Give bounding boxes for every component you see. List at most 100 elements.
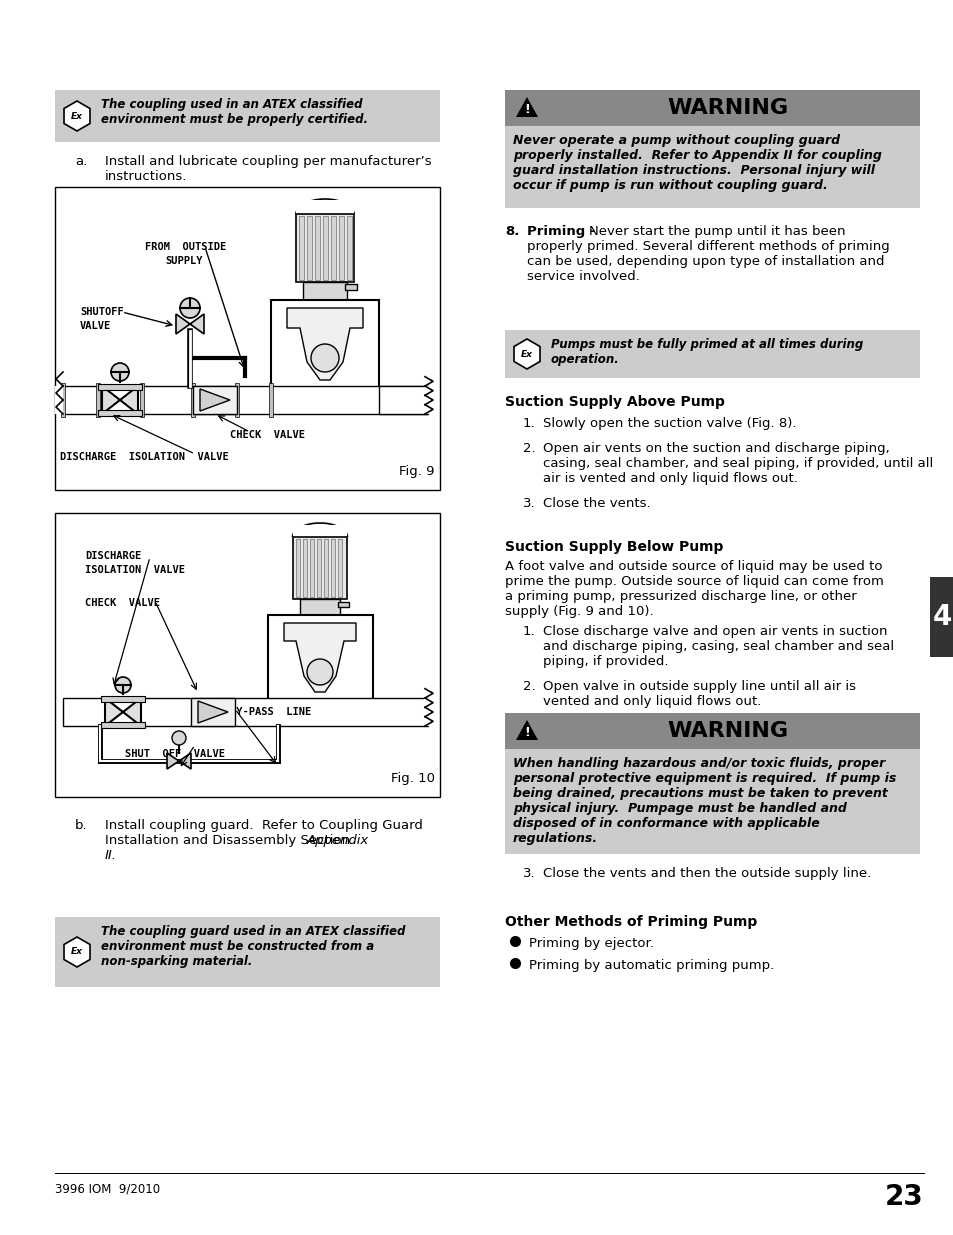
Bar [96,383,100,417]
Bar [234,383,239,417]
FancyBboxPatch shape [303,282,347,300]
Text: 4: 4 [931,603,951,631]
Text: regulations.: regulations. [513,832,598,845]
Bar [331,216,335,280]
Text: disposed of in conformance with applicable: disposed of in conformance with applicab… [513,818,819,830]
Circle shape [172,731,186,745]
Bar [101,722,145,727]
Bar [307,216,312,280]
Text: CHECK  VALVE: CHECK VALVE [230,430,305,440]
Bar [140,383,144,417]
Text: 2.: 2. [522,680,535,693]
FancyBboxPatch shape [504,748,919,853]
Bar [310,538,314,597]
Polygon shape [167,753,191,769]
Text: CHECK  VALVE: CHECK VALVE [85,598,160,608]
FancyBboxPatch shape [504,330,919,378]
Text: WARNING: WARNING [666,98,787,119]
Circle shape [111,363,129,382]
Polygon shape [200,389,230,411]
Bar [269,383,273,417]
FancyBboxPatch shape [191,698,234,726]
Circle shape [311,345,338,372]
Text: Pumps must be fully primed at all times during: Pumps must be fully primed at all times … [551,338,862,351]
Text: non-sparking material.: non-sparking material. [101,955,253,968]
FancyBboxPatch shape [55,918,439,987]
Text: Suction Supply Above Pump: Suction Supply Above Pump [504,395,724,409]
Text: Close discharge valve and open air vents in suction: Close discharge valve and open air vents… [542,625,886,638]
Text: Close the vents.: Close the vents. [542,496,650,510]
Text: piping, if provided.: piping, if provided. [542,655,668,668]
Text: The coupling guard used in an ATEX classified: The coupling guard used in an ATEX class… [101,925,405,939]
Polygon shape [516,98,537,117]
Text: Suction Supply Below Pump: Suction Supply Below Pump [504,540,722,555]
Polygon shape [64,101,90,131]
FancyBboxPatch shape [295,214,354,282]
Polygon shape [514,338,539,369]
Bar [423,698,434,726]
Bar [337,538,341,597]
Text: a priming pump, pressurized discharge line, or other: a priming pump, pressurized discharge li… [504,590,856,603]
Bar [98,410,142,416]
Polygon shape [175,314,204,333]
Bar [323,216,328,280]
Text: Other Methods of Priming Pump: Other Methods of Priming Pump [504,915,757,929]
Bar [347,216,352,280]
Text: 1.: 1. [522,417,535,430]
Bar [338,216,344,280]
Text: 3.: 3. [522,496,535,510]
Text: The coupling used in an ATEX classified: The coupling used in an ATEX classified [101,98,362,111]
Text: BY-PASS  LINE: BY-PASS LINE [230,706,311,718]
Bar [191,383,194,417]
Text: supply (Fig. 9 and 10).: supply (Fig. 9 and 10). [504,605,653,618]
Bar [345,284,356,290]
Text: occur if pump is run without coupling guard.: occur if pump is run without coupling gu… [513,179,827,191]
Circle shape [307,659,333,685]
Text: air is vented and only liquid flows out.: air is vented and only liquid flows out. [542,472,797,485]
Text: instructions.: instructions. [105,170,187,183]
Text: II.: II. [105,848,117,862]
Text: Priming by automatic priming pump.: Priming by automatic priming pump. [529,960,774,972]
Text: b.: b. [75,819,88,832]
Polygon shape [64,937,90,967]
Text: operation.: operation. [551,353,619,366]
Text: properly primed. Several different methods of priming: properly primed. Several different metho… [526,240,889,253]
Text: FROM  OUTSIDE: FROM OUTSIDE [145,242,226,252]
Text: SUPPLY: SUPPLY [165,256,202,266]
Text: Never operate a pump without coupling guard: Never operate a pump without coupling gu… [513,135,840,147]
Text: VALVE: VALVE [80,321,112,331]
Circle shape [180,298,200,317]
Text: 1.: 1. [522,625,535,638]
Bar [101,697,145,701]
Text: 23: 23 [884,1183,923,1212]
Text: 3996 IOM  9/2010: 3996 IOM 9/2010 [55,1183,160,1195]
FancyBboxPatch shape [504,713,919,748]
FancyBboxPatch shape [299,599,339,615]
FancyBboxPatch shape [504,90,919,126]
Text: Never start the pump until it has been: Never start the pump until it has been [588,225,844,238]
Text: Priming by ejector.: Priming by ejector. [529,937,653,950]
FancyBboxPatch shape [504,126,919,207]
Bar [314,216,319,280]
FancyBboxPatch shape [271,300,378,388]
Bar [55,387,63,414]
Text: Appendix: Appendix [307,834,369,847]
Text: Open air vents on the suction and discharge piping,: Open air vents on the suction and discha… [542,442,889,454]
Text: can be used, depending upon type of installation and: can be used, depending upon type of inst… [526,254,883,268]
Text: a.: a. [75,156,87,168]
Text: physical injury.  Pumpage must be handled and: physical injury. Pumpage must be handled… [513,802,846,815]
Text: Ex: Ex [71,111,83,121]
Text: Priming -: Priming - [526,225,595,238]
Text: guard installation instructions.  Personal injury will: guard installation instructions. Persona… [513,164,874,177]
FancyBboxPatch shape [55,90,439,142]
Text: A foot valve and outside source of liquid may be used to: A foot valve and outside source of liqui… [504,559,882,573]
Text: environment must be properly certified.: environment must be properly certified. [101,112,368,126]
FancyBboxPatch shape [293,537,347,599]
Polygon shape [105,698,141,726]
Text: Install and lubricate coupling per manufacturer’s: Install and lubricate coupling per manuf… [105,156,431,168]
Text: being drained, precautions must be taken to prevent: being drained, precautions must be taken… [513,787,887,800]
Bar [298,216,304,280]
Text: !: ! [523,725,529,739]
Bar [303,538,307,597]
Polygon shape [287,308,363,380]
